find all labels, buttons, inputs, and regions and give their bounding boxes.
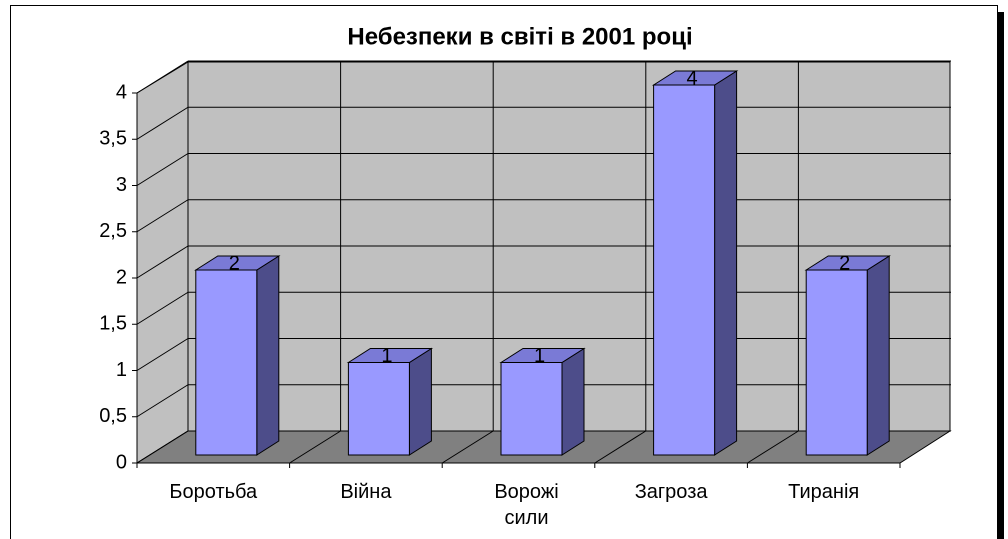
floor-divider (594, 430, 647, 464)
bar-side (866, 255, 890, 456)
grid-line (136, 153, 189, 186)
bar-side (714, 70, 738, 456)
bar-side (408, 347, 432, 456)
y-tick-label: 3 (116, 174, 127, 196)
grid-line (136, 291, 189, 325)
y-tick-label: 2,5 (99, 220, 127, 242)
grid-line (136, 106, 189, 140)
x-tick-label: Тиранія (788, 481, 860, 503)
data-label: 4 (687, 67, 698, 89)
y-tick-label: 0 (116, 451, 127, 473)
bar (653, 84, 716, 456)
grid-line (136, 338, 189, 371)
grid-line (136, 245, 189, 279)
floor-divider (747, 430, 799, 464)
data-label: 1 (534, 345, 545, 367)
bar (347, 362, 410, 456)
floor-divider (289, 430, 341, 464)
data-label: 2 (229, 252, 240, 274)
x-tick-label: Війна (340, 481, 392, 503)
data-label: 2 (839, 252, 850, 274)
y-tick-label: 3,5 (99, 128, 127, 150)
x-tick-label: Боротьба (169, 481, 258, 503)
data-label: 1 (381, 345, 392, 367)
grid-line (136, 384, 189, 418)
grid-line (136, 430, 189, 464)
y-tick-label: 1,5 (99, 313, 127, 335)
y-tick-label: 4 (116, 81, 127, 103)
chart-title: Небезпеки в світі в 2001 році (347, 23, 692, 50)
bar-side (256, 255, 280, 456)
y-tick-label: 0,5 (99, 405, 127, 427)
y-tick-label: 2 (116, 266, 127, 288)
grid-line (136, 199, 189, 233)
floor-divider (441, 430, 494, 464)
bar-side (561, 347, 585, 456)
bar (805, 269, 868, 456)
x-tick-label: Ворожі сили (494, 481, 559, 529)
grid-line (136, 60, 189, 94)
frame-shadow (998, 12, 1004, 539)
y-tick-label: 1 (116, 359, 127, 381)
bar (500, 362, 563, 456)
x-tick-label: Загроза (634, 481, 708, 503)
bar (195, 269, 258, 456)
